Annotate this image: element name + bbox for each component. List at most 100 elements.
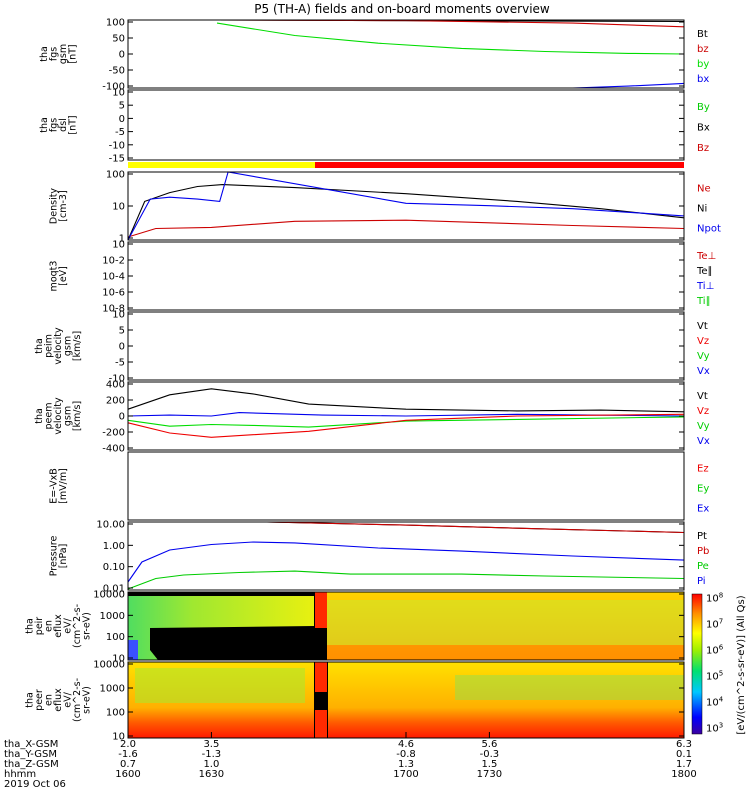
ytick-label: -400 <box>102 444 125 455</box>
xtick-label: 1.5 <box>481 759 497 770</box>
ytick-label: 10 <box>112 240 125 251</box>
legend-temperature-1: Te∥ <box>696 266 713 277</box>
xtick-label: 1.3 <box>398 759 414 770</box>
colorbar-tick: 105 <box>706 670 723 683</box>
legend-density-0: Ne <box>697 184 711 195</box>
ytick-label: 1.00 <box>103 541 125 552</box>
panel-density: 100 10 1 Density[cm-3] Ne Ni Npot <box>48 170 721 245</box>
mode-bar-slow-survey <box>128 162 315 168</box>
panel-peem_velocity: 400 200 0 -200 -400 thapeemvelocitygsm[km/s] V… <box>34 380 710 455</box>
xtick-label: 0.1 <box>676 749 692 760</box>
ylabel-peim_velocity: thapeimvelocitygsm[km/s] <box>34 327 83 365</box>
series-vy-peem_velocity <box>127 416 685 428</box>
xtick-label: -0.3 <box>480 749 500 760</box>
legend-temperature-0: Te⊥ <box>696 251 716 262</box>
series-vt-peem_velocity <box>127 388 685 413</box>
legend-density-1: Ni <box>697 204 707 215</box>
ytick-label: 10-8 <box>102 304 125 315</box>
panel-peir_eflux: 10000 1000 100 10 thapeirenefluxeV/(cm^2-s-s… <box>25 590 685 665</box>
ytick-label: -50 <box>109 66 125 77</box>
plot-frame <box>127 591 685 661</box>
series-by-fgs_gsm <box>216 22 685 55</box>
xaxis-row-label: tha_Z-GSM <box>4 759 59 770</box>
ytick-label: 10-2 <box>102 256 125 267</box>
series-pe-pressure <box>127 570 685 590</box>
xtick-label: 5.6 <box>481 739 497 750</box>
xtick-label: 4.6 <box>398 739 414 750</box>
legend-peem_velocity-0: Vt <box>697 391 708 402</box>
legend-fgs_dsl-1: Bx <box>697 123 710 134</box>
series-bx-fgs_gsm <box>128 82 685 89</box>
xtick-label: -1.3 <box>202 749 222 760</box>
ylabel-peem_velocity: thapeemvelocitygsm[km/s] <box>34 397 83 435</box>
ylabel-peir_eflux: thapeirenefluxeV/(cm^2-s-sr-eV) <box>25 604 93 648</box>
ytick-label: -100 <box>102 82 125 93</box>
panel-pressure: 10.00 1.00 0.10 0.01 Pressure[nPa] Pt Pb Pe Pi <box>48 520 709 595</box>
plot-frame <box>127 89 685 161</box>
legend-fgs_dsl-2: Bz <box>697 143 709 154</box>
legend-temperature-3: Ti∥ <box>696 296 711 307</box>
ytick-label: 200 <box>106 396 125 407</box>
ylabel-efield: E=-VxB[mV/m] <box>48 468 69 504</box>
series-vz-peem_velocity <box>127 413 685 438</box>
ytick-label: 0.01 <box>103 584 125 595</box>
ytick-label: 10000 <box>93 590 125 601</box>
ytick-label: 50 <box>112 34 125 45</box>
legend-peem_velocity-3: Vx <box>697 436 710 447</box>
ytick-label: 10 <box>112 732 125 743</box>
plot-frame <box>127 19 685 89</box>
mode-bar-fast-survey <box>315 162 684 168</box>
xtick-label: 2.0 <box>120 739 136 750</box>
legend-efield-0: Ez <box>697 464 709 475</box>
ytick-label: 10-6 <box>102 288 125 299</box>
ytick-label: -10 <box>109 374 125 385</box>
ytick-label: -5 <box>115 358 125 369</box>
legend-fgs_gsm-0: Bt <box>697 29 708 40</box>
legend-pressure-0: Pt <box>697 531 707 542</box>
plot-frame <box>127 311 685 381</box>
colorbar-tick: 108 <box>706 592 723 605</box>
ytick-label: 100 <box>106 708 125 719</box>
ytick-label: 10.00 <box>96 520 125 531</box>
ylabel-density: Density[cm-3] <box>48 188 69 224</box>
xtick-label: 3.5 <box>203 739 219 750</box>
ylabel-fgs_dsl: thafgsdsl[nT] <box>39 115 79 134</box>
plot-frame <box>127 241 685 311</box>
ytick-label: 5 <box>119 101 125 112</box>
ytick-label: 1 <box>119 234 125 245</box>
xtick-label: -0.8 <box>396 749 416 760</box>
legend-pressure-3: Pi <box>697 576 706 587</box>
legend-density-2: Npot <box>697 224 721 235</box>
legend-efield-2: Ex <box>697 504 709 515</box>
xaxis-row-label: hhmm <box>4 769 36 780</box>
ytick-label: -15 <box>109 154 125 165</box>
colorbar-label: [eV/(cm^2-s-sr-eV)] (All Qs) <box>736 595 747 734</box>
spectrogram-peer <box>128 662 684 738</box>
ytick-label: 10 <box>112 202 125 213</box>
ytick-label: 1000 <box>100 611 125 622</box>
mode-bar <box>128 162 684 168</box>
legend-peem_velocity-2: Vy <box>697 421 710 432</box>
panel-fgs_dsl: 10 5 0 -5 -10 -15 thafgsdsl[nT] By Bx Bz <box>39 88 710 165</box>
panel-efield: E=-VxB[mV/m] Ez Ey Ex <box>48 451 709 521</box>
colorbar-tick: 107 <box>706 618 723 631</box>
series-pi-pressure <box>127 541 685 583</box>
ytick-label: 10 <box>112 88 125 99</box>
series-vx-peem_velocity <box>127 412 685 417</box>
legend-peim_velocity-3: Vx <box>697 366 710 377</box>
xaxis-date: 2019 Oct 06 <box>4 779 66 790</box>
ytick-label: -5 <box>115 127 125 138</box>
xaxis-row-label: tha_Y-GSM <box>4 749 57 760</box>
ytick-label: 100 <box>106 18 125 29</box>
ylabel-pressure: Pressure[nPa] <box>48 536 69 577</box>
ylabel-temperature: moqt3[eV] <box>48 261 69 292</box>
legend-fgs_gsm-3: bx <box>697 74 709 85</box>
ytick-label: 0 <box>119 412 125 423</box>
legend-fgs_gsm-2: by <box>697 59 709 70</box>
series-ne-density <box>127 219 685 238</box>
xtick-label: 6.3 <box>676 739 692 750</box>
ylabel-peer_eflux: thapeerenefluxeV/(cm^2-s-sr-eV) <box>25 678 93 722</box>
ytick-label: 10 <box>112 654 125 665</box>
legend-peim_velocity-0: Vt <box>697 321 708 332</box>
ytick-label: 10 <box>112 310 125 321</box>
